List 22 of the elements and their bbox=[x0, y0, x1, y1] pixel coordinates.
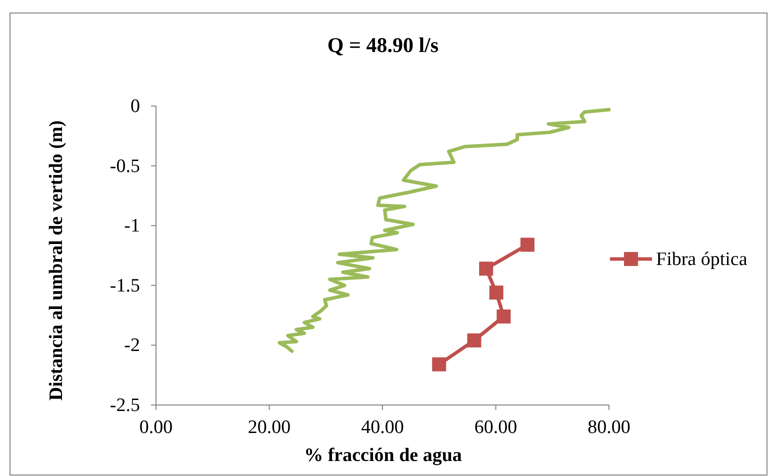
line-series bbox=[278, 108, 611, 353]
point bbox=[496, 309, 511, 324]
point bbox=[479, 262, 494, 276]
y-tick-label: -0.5 bbox=[110, 156, 140, 177]
x-axis-title: % fracción de agua bbox=[304, 445, 462, 466]
point bbox=[467, 333, 482, 348]
x-tick-label: 20.00 bbox=[248, 417, 291, 438]
x-tick-label: 80.00 bbox=[588, 417, 630, 438]
point bbox=[432, 357, 446, 372]
y-tick-label: 0 bbox=[130, 96, 140, 117]
legend-label: Fibra óptica bbox=[656, 249, 748, 270]
x-tick-label: 40.00 bbox=[361, 417, 404, 438]
x-tick-label: 0.00 bbox=[139, 417, 173, 438]
y-tick-label: -2.5 bbox=[110, 395, 140, 416]
point bbox=[520, 238, 534, 252]
x-tick-label: 60.00 bbox=[474, 417, 518, 438]
y-axis-title: Distancia al umbral de vertido (m) bbox=[46, 120, 67, 401]
chart-title: Q = 48.90 l/s bbox=[327, 33, 439, 57]
y-tick-label: -1.5 bbox=[110, 275, 140, 296]
point bbox=[489, 286, 504, 300]
y-tick-label: -1 bbox=[124, 216, 140, 237]
y-tick-label: -2 bbox=[124, 335, 140, 356]
